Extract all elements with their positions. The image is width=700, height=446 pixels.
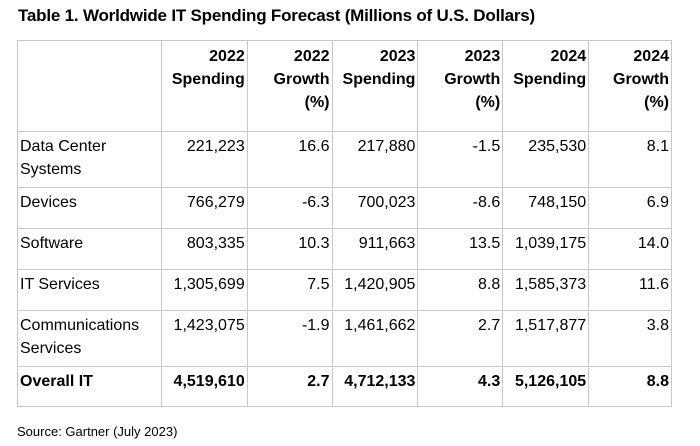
header-2024-spending: 2024 Spending <box>502 40 590 132</box>
cell-value: 235,530 <box>502 131 590 188</box>
table-title: Table 1. Worldwide IT Spending Forecast … <box>18 6 536 25</box>
cell-value: 2.7 <box>246 366 333 407</box>
cell-value: 911,663 <box>331 228 419 270</box>
cell-value: 748,150 <box>502 187 590 229</box>
row-label: Communications Services <box>17 310 162 367</box>
cell-value: 700,023 <box>331 187 419 229</box>
cell-value: 7.5 <box>246 269 333 311</box>
cell-value: 11.6 <box>588 269 672 311</box>
cell-value: 1,461,662 <box>331 310 419 367</box>
cell-value: -1.9 <box>246 310 333 367</box>
cell-value: -8.6 <box>417 187 504 229</box>
cell-value: 5,126,105 <box>502 366 590 407</box>
table-row: Software 803,335 10.3 911,663 13.5 1,039… <box>17 228 672 270</box>
row-label: Data Center Systems <box>17 131 162 188</box>
cell-value: 16.6 <box>246 131 333 188</box>
row-label: IT Services <box>17 269 162 311</box>
total-row: Overall IT 4,519,610 2.7 4,712,133 4.3 5… <box>17 366 672 407</box>
header-empty <box>17 40 162 132</box>
cell-value: 221,223 <box>160 131 248 188</box>
cell-value: 6.9 <box>588 187 672 229</box>
cell-value: 1,585,373 <box>502 269 590 311</box>
cell-value: 803,335 <box>160 228 248 270</box>
cell-value: 13.5 <box>417 228 504 270</box>
table-row: Devices 766,279 -6.3 700,023 -8.6 748,15… <box>17 187 672 229</box>
header-2023-spending: 2023 Spending <box>331 40 419 132</box>
cell-value: 1,517,877 <box>502 310 590 367</box>
it-spending-table: 2022 Spending 2022 Growth (%) 2023 Spending … <box>17 40 672 407</box>
cell-value: 8.8 <box>588 366 672 407</box>
cell-value: 14.0 <box>588 228 672 270</box>
table-row: Communications Services 1,423,075 -1.9 1,… <box>17 310 672 367</box>
table-row: Data Center Systems 221,223 16.6 217,880 … <box>17 131 672 188</box>
cell-value: 1,305,699 <box>160 269 248 311</box>
cell-value: 1,420,905 <box>331 269 419 311</box>
cell-value: 4,712,133 <box>331 366 419 407</box>
header-2023-growth: 2023 Growth (%) <box>417 40 504 132</box>
row-label: Devices <box>17 187 162 229</box>
cell-value: 3.8 <box>588 310 672 367</box>
cell-value: -1.5 <box>417 131 504 188</box>
header-2022-growth: 2022 Growth (%) <box>246 40 333 132</box>
header-row: 2022 Spending 2022 Growth (%) 2023 Spending … <box>17 40 672 132</box>
cell-value: 766,279 <box>160 187 248 229</box>
cell-value: 1,423,075 <box>160 310 248 367</box>
table-row: IT Services 1,305,699 7.5 1,420,905 8.8 … <box>17 269 672 311</box>
cell-value: 217,880 <box>331 131 419 188</box>
cell-value: -6.3 <box>246 187 333 229</box>
cell-value: 8.8 <box>417 269 504 311</box>
header-2024-growth: 2024 Growth (%) <box>588 40 672 132</box>
cell-value: 2.7 <box>417 310 504 367</box>
cell-value: 8.1 <box>588 131 672 188</box>
source-note: Source: Gartner (July 2023) <box>17 424 178 439</box>
cell-value: 4,519,610 <box>160 366 248 407</box>
row-label: Software <box>17 228 162 270</box>
row-label: Overall IT <box>17 366 162 407</box>
cell-value: 4.3 <box>417 366 504 407</box>
header-2022-spending: 2022 Spending <box>160 40 248 132</box>
cell-value: 1,039,175 <box>502 228 590 270</box>
cell-value: 10.3 <box>246 228 333 270</box>
